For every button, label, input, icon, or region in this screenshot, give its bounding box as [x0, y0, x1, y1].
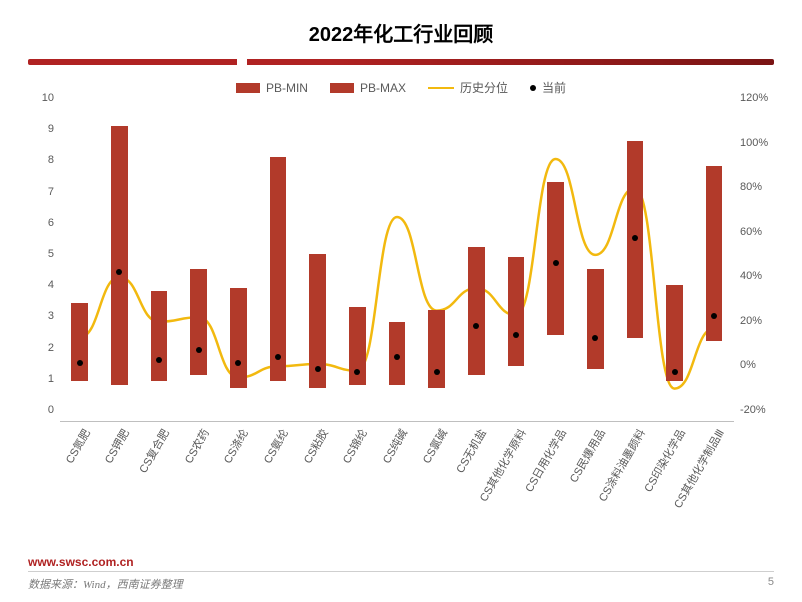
- current-dot: [354, 369, 360, 375]
- y-right-tick: 20%: [740, 315, 780, 327]
- current-dot: [711, 313, 717, 319]
- legend-current: 当前: [530, 79, 566, 96]
- x-axis-labels: CS氮肥CS钾肥CS复合肥CS农药CS涤纶CS氨纶CS粘胶CS锦纶CS纯碱CS氯…: [60, 422, 734, 512]
- legend-swatch-pbmax: [330, 83, 354, 93]
- x-label: CS氮肥: [61, 426, 93, 466]
- y-left-tick: 9: [22, 123, 54, 135]
- current-dot: [275, 354, 281, 360]
- y-left-tick: 7: [22, 186, 54, 198]
- y-right-tick: 60%: [740, 226, 780, 238]
- y-left-tick: 1: [22, 373, 54, 385]
- legend-swatch-pbmin: [236, 83, 260, 93]
- x-label: CS农药: [180, 426, 212, 466]
- legend-label-pbmax: PB-MAX: [360, 81, 406, 95]
- plot-area: [60, 110, 734, 422]
- x-label: CS涤纶: [220, 426, 252, 466]
- bar: [270, 157, 287, 382]
- x-label: CS粘胶: [299, 426, 331, 466]
- x-label: CS锦纶: [339, 426, 371, 466]
- legend-line-icon: [428, 87, 454, 89]
- chart-area: 012345678910 -20%0%20%40%60%80%100%120% …: [28, 102, 774, 512]
- bar: [666, 285, 683, 382]
- current-dot: [513, 332, 519, 338]
- current-dot: [632, 235, 638, 241]
- current-dot: [235, 360, 241, 366]
- site-url: www.swsc.com.cn: [28, 555, 774, 572]
- y-right-tick: 120%: [740, 92, 780, 104]
- y-right-tick: 80%: [740, 181, 780, 193]
- y-left-tick: 5: [22, 248, 54, 260]
- legend-dot-icon: [530, 85, 536, 91]
- current-dot: [116, 269, 122, 275]
- accent-bar: [28, 59, 774, 65]
- current-dot: [156, 357, 162, 363]
- x-label: CS氨纶: [259, 426, 291, 466]
- y-left-tick: 10: [22, 92, 54, 104]
- y-right-tick: 40%: [740, 270, 780, 282]
- legend: PB-MIN PB-MAX 历史分位 当前: [0, 79, 802, 96]
- x-label: CS氯碱: [418, 426, 450, 466]
- bar: [71, 303, 88, 381]
- y-left-tick: 2: [22, 342, 54, 354]
- y-axis-right: -20%0%20%40%60%80%100%120%: [734, 110, 774, 422]
- current-dot: [672, 369, 678, 375]
- x-label: CS纯碱: [378, 426, 410, 466]
- y-left-tick: 8: [22, 154, 54, 166]
- legend-hist-pct: 历史分位: [428, 79, 508, 96]
- bar: [547, 182, 564, 335]
- y-left-tick: 4: [22, 279, 54, 291]
- current-dot: [434, 369, 440, 375]
- y-left-tick: 3: [22, 310, 54, 322]
- bar: [587, 269, 604, 369]
- x-label: CS民爆用品: [566, 426, 609, 485]
- bar: [230, 288, 247, 388]
- x-label: CS无机盐: [452, 426, 490, 476]
- y-right-tick: 0%: [740, 359, 780, 371]
- bar: [428, 310, 445, 388]
- y-right-tick: -20%: [740, 404, 780, 416]
- bar: [190, 269, 207, 375]
- legend-label-hist: 历史分位: [460, 79, 508, 96]
- current-dot: [196, 347, 202, 353]
- current-dot: [553, 260, 559, 266]
- bar: [111, 126, 128, 385]
- current-dot: [473, 323, 479, 329]
- current-dot: [315, 366, 321, 372]
- bar: [151, 291, 168, 381]
- x-label: CS钾肥: [101, 426, 133, 466]
- x-label: CS复合肥: [135, 426, 173, 476]
- bar: [468, 247, 485, 375]
- current-dot: [592, 335, 598, 341]
- legend-pb-min: PB-MIN: [236, 79, 308, 96]
- legend-label-pbmin: PB-MIN: [266, 81, 308, 95]
- y-left-tick: 0: [22, 404, 54, 416]
- page-title: 2022年化工行业回顾: [0, 0, 802, 47]
- bar: [508, 257, 525, 366]
- page-number: 5: [768, 576, 774, 588]
- footer: www.swsc.com.cn 数据来源：Wind，西南证券整理: [28, 555, 774, 592]
- legend-pb-max: PB-MAX: [330, 79, 406, 96]
- current-dot: [77, 360, 83, 366]
- legend-label-current: 当前: [542, 79, 566, 96]
- y-right-tick: 100%: [740, 137, 780, 149]
- y-axis-left: 012345678910: [28, 110, 60, 422]
- current-dot: [394, 354, 400, 360]
- data-source: 数据来源：Wind，西南证券整理: [28, 579, 183, 591]
- y-left-tick: 6: [22, 217, 54, 229]
